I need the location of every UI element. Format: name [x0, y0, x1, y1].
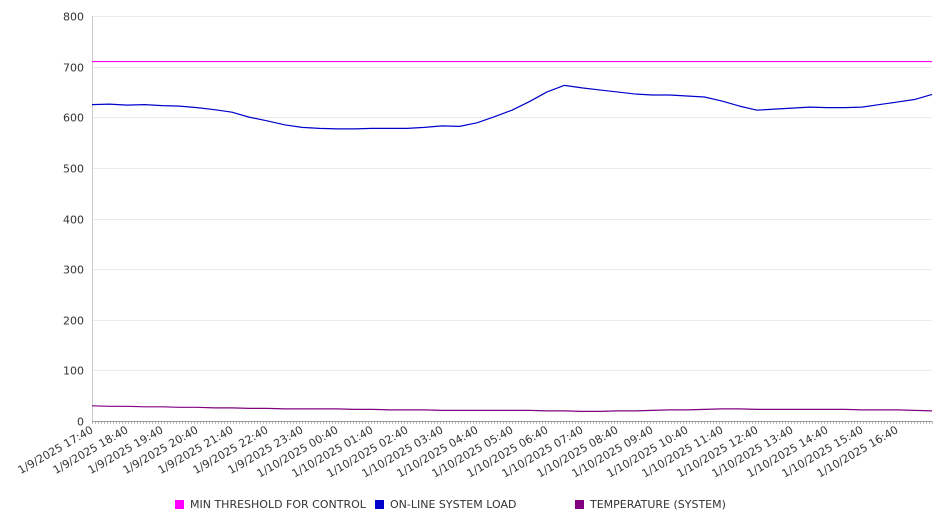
y-tick-label-300: 300 — [63, 264, 84, 277]
gridlines — [92, 16, 932, 371]
legend-label-temperature: TEMPERATURE (SYSTEM) — [590, 498, 726, 511]
y-tick-label-0: 0 — [77, 416, 84, 429]
y-axis-ticks: 0 100 200 300 400 500 600 700 800 — [63, 11, 84, 429]
legend-swatch-system-load — [375, 500, 384, 509]
legend-item-temperature[interactable]: TEMPERATURE (SYSTEM) — [575, 498, 726, 511]
y-tick-label-100: 100 — [63, 365, 84, 378]
axes — [92, 16, 932, 422]
legend-item-min-threshold[interactable]: MIN THRESHOLD FOR CONTROL — [175, 498, 366, 511]
y-tick-label-700: 700 — [63, 62, 84, 75]
y-tick-label-500: 500 — [63, 163, 84, 176]
y-tick-label-600: 600 — [63, 112, 84, 125]
legend-item-system-load[interactable]: ON-LINE SYSTEM LOAD — [375, 498, 516, 511]
y-tick-label-800: 800 — [63, 11, 84, 24]
series-line-2 — [91, 405, 933, 412]
series-line-1 — [91, 84, 933, 130]
legend-label-system-load: ON-LINE SYSTEM LOAD — [390, 498, 517, 511]
legend: MIN THRESHOLD FOR CONTROL ON-LINE SYSTEM… — [0, 498, 946, 514]
legend-swatch-temperature — [575, 500, 584, 509]
series-lines — [91, 60, 933, 412]
legend-swatch-min-threshold — [175, 500, 184, 509]
y-tick-label-200: 200 — [63, 315, 84, 328]
legend-label-min-threshold: MIN THRESHOLD FOR CONTROL — [190, 498, 366, 511]
y-tick-label-400: 400 — [63, 214, 84, 227]
x-axis-ticks: 1/9/2025 17:401/9/2025 18:401/9/2025 19:… — [16, 421, 933, 480]
